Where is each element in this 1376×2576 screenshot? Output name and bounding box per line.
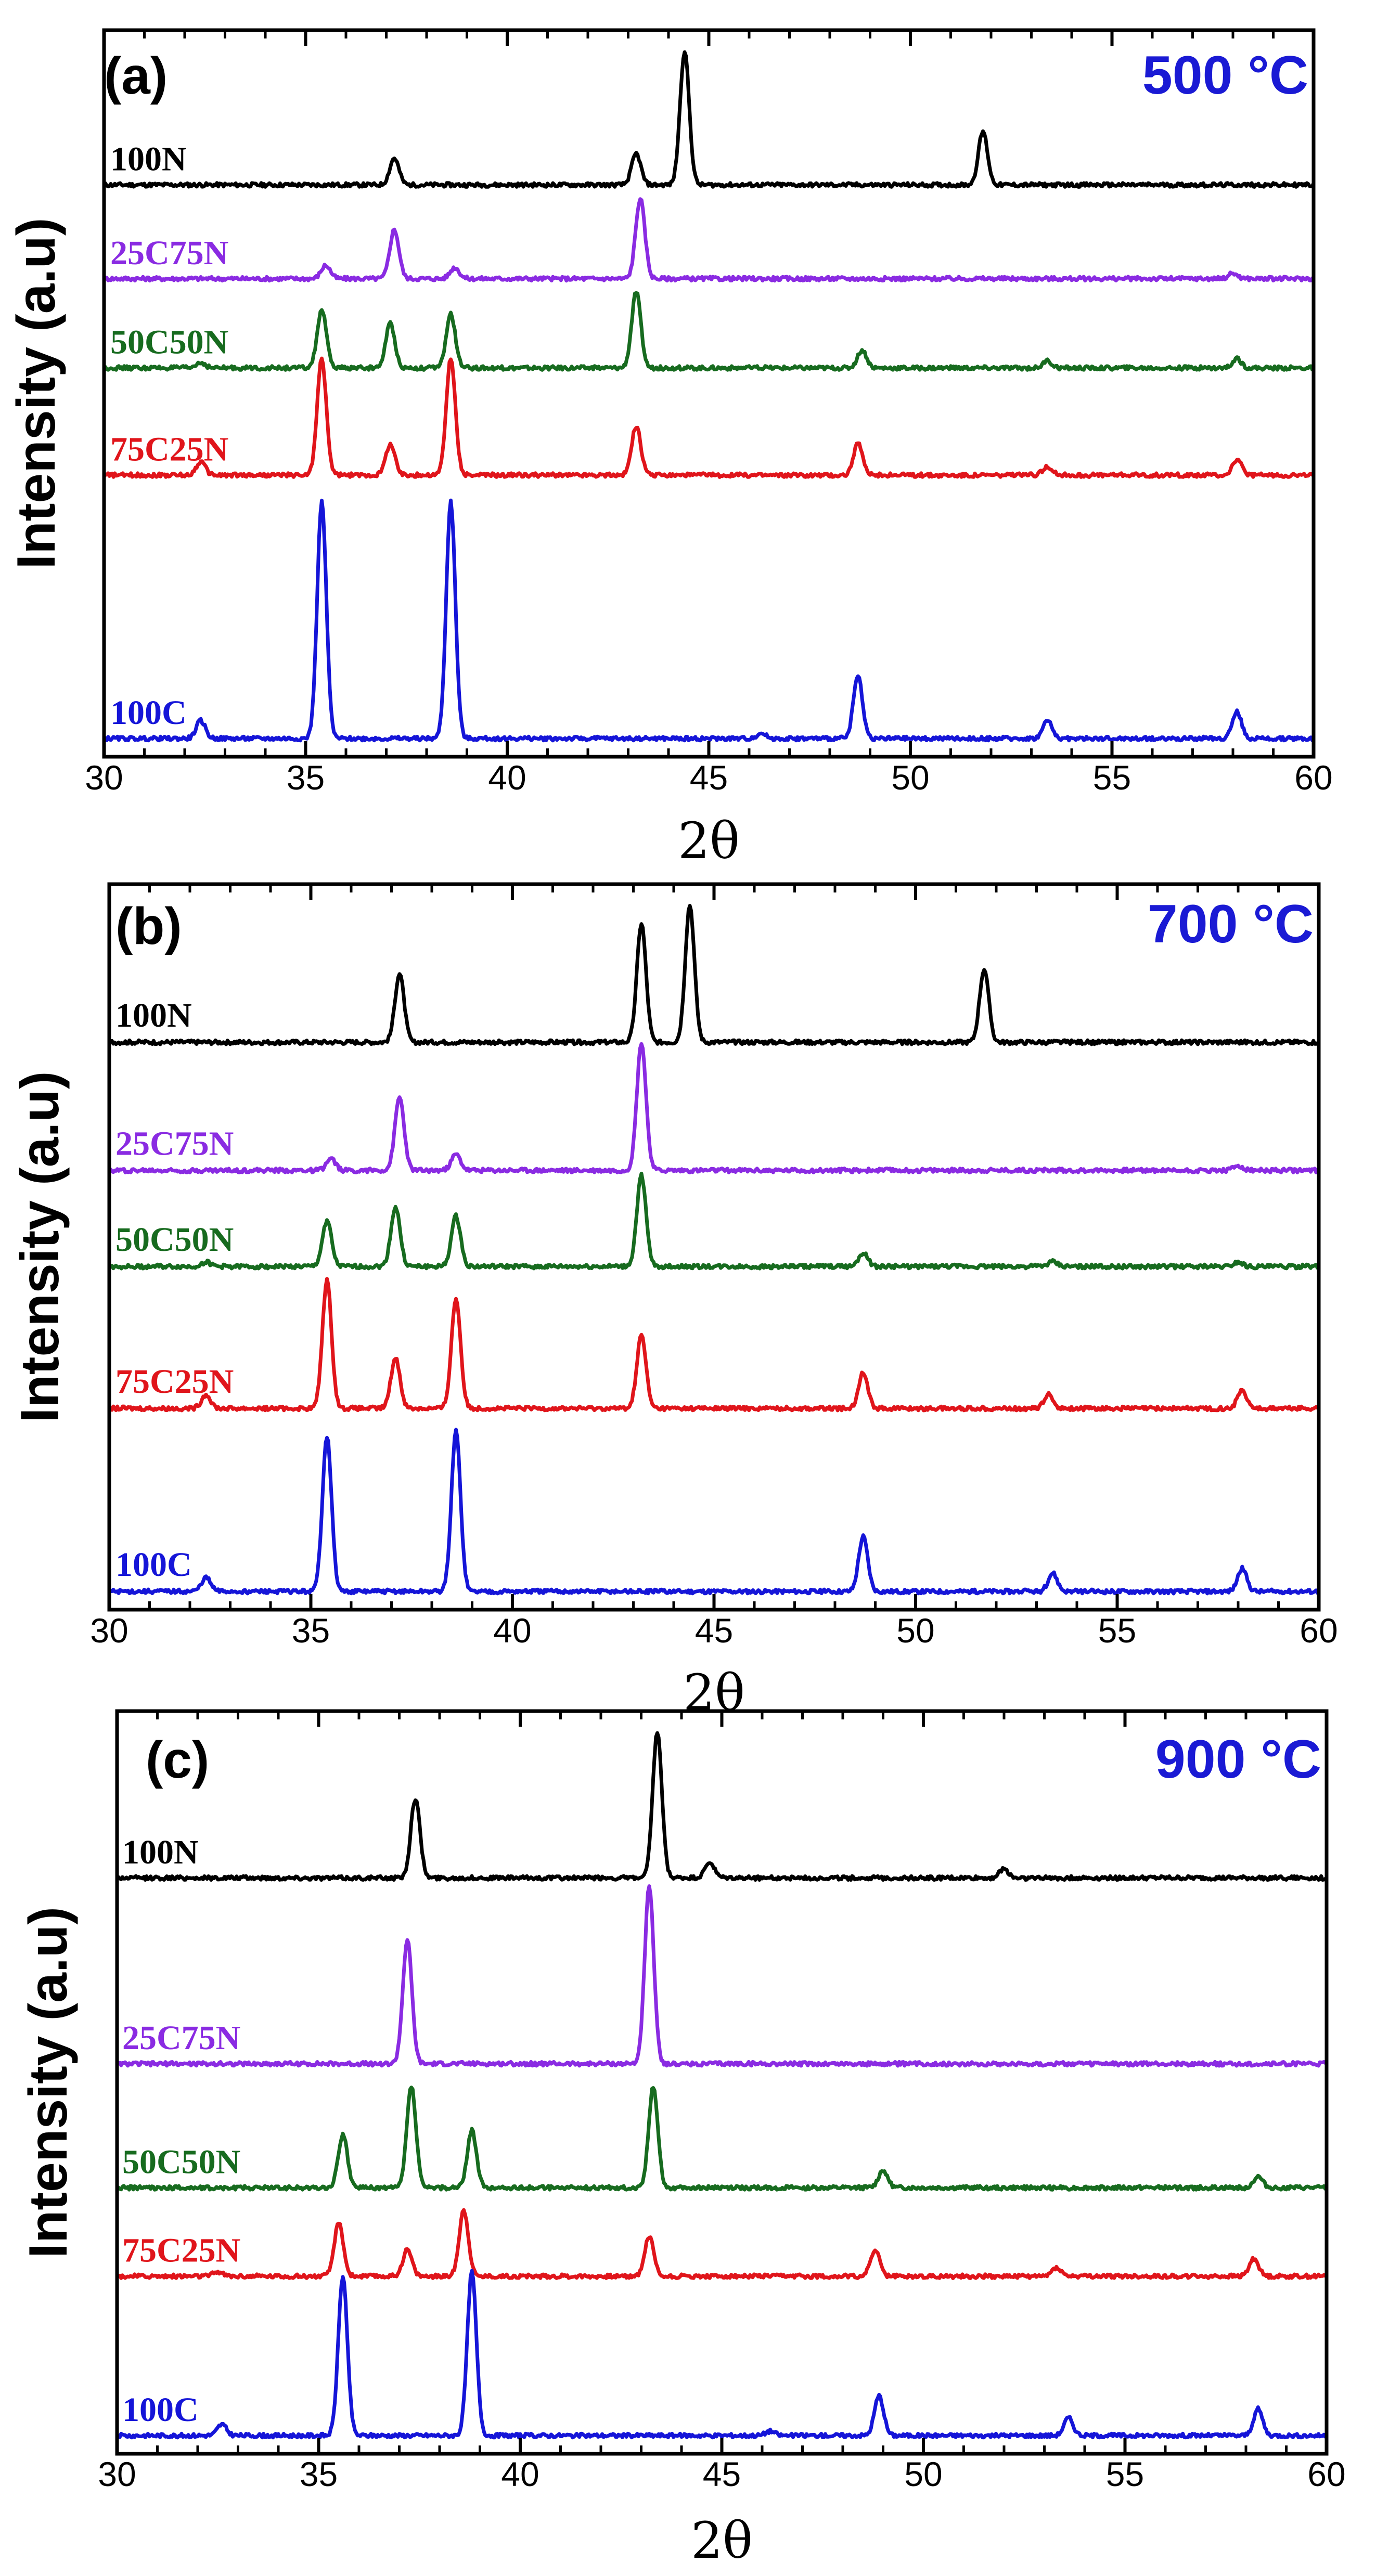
- series-label-100N: 100N: [110, 140, 187, 178]
- x-tick-label: 35: [287, 758, 325, 797]
- series-line-75C25N: [102, 356, 1315, 479]
- series-line-50C50N: [103, 291, 1315, 372]
- x-tick-label: 30: [90, 1611, 128, 1650]
- series-line-25C75N: [108, 1042, 1319, 1174]
- series-label-75C25N: 75C25N: [115, 1363, 234, 1401]
- series-line-100N: [108, 904, 1321, 1046]
- series-line-100C: [104, 498, 1315, 743]
- temperature-label: 900 °C: [1155, 1729, 1321, 1790]
- x-axis-title: 2θ: [691, 2512, 753, 2570]
- x-axis-title: 2θ: [678, 812, 740, 870]
- series-label-50C50N: 50C50N: [115, 1221, 234, 1259]
- x-tick-label: 55: [1093, 758, 1131, 797]
- series-label-50C50N: 50C50N: [122, 2143, 240, 2181]
- panel-letter: (a): [104, 47, 168, 105]
- series-line-50C50N: [116, 2086, 1327, 2192]
- panel-c: 100N 25C75N 50C50N 75C25N 100C 30 35 40 45 50 55 60…: [18, 1709, 1346, 2570]
- x-tick-label: 45: [690, 758, 728, 797]
- series-label-25C75N: 25C75N: [115, 1124, 234, 1162]
- series-label-75C25N: 75C25N: [122, 2232, 240, 2270]
- panel-a: 100N 25C75N 50C50N 75C25N 100C 30 35 40 45 50 55 60…: [6, 28, 1333, 870]
- x-tick-label: 30: [85, 758, 123, 797]
- x-tick-label: 35: [292, 1611, 330, 1650]
- series-label-100C: 100C: [122, 2391, 199, 2429]
- x-tick-label: 50: [891, 758, 929, 797]
- series-line-75C25N: [108, 1277, 1320, 1413]
- y-axis-title: Intensity (a.u): [10, 1071, 70, 1422]
- panel-letter: (c): [146, 1731, 209, 1789]
- y-axis-title: Intensity (a.u): [18, 1907, 79, 2258]
- series-line-100C: [116, 2269, 1328, 2440]
- series-label-100C: 100C: [115, 1546, 192, 1584]
- x-tick-label: 50: [896, 1611, 934, 1650]
- series-line-25C75N: [116, 1884, 1328, 2068]
- y-axis-title: Intensity (a.u): [6, 217, 67, 569]
- series-line-100N: [102, 50, 1316, 189]
- series-line-25C75N: [102, 197, 1315, 283]
- x-tick-label: 60: [1307, 2455, 1345, 2493]
- temperature-label: 700 °C: [1148, 894, 1314, 954]
- x-tick-label: 60: [1294, 758, 1332, 797]
- x-tick-label: 60: [1300, 1611, 1338, 1650]
- x-tick-label: 45: [695, 1611, 733, 1650]
- series-label-100C: 100C: [110, 694, 187, 732]
- x-tick-label: 30: [98, 2455, 136, 2493]
- x-tick-label: 55: [1106, 2455, 1144, 2493]
- x-tick-label: 40: [501, 2455, 539, 2493]
- panel-letter: (b): [115, 897, 182, 955]
- series-line-75C25N: [115, 2208, 1329, 2280]
- series-label-25C75N: 25C75N: [110, 234, 228, 272]
- series-label-100N: 100N: [122, 1833, 199, 1871]
- series-label-50C50N: 50C50N: [110, 323, 228, 361]
- x-tick-label: 55: [1098, 1611, 1136, 1650]
- temperature-label: 500 °C: [1142, 45, 1308, 106]
- x-axis-title: 2θ: [683, 1664, 745, 1722]
- x-tick-label: 35: [300, 2455, 338, 2493]
- series-line-50C50N: [108, 1171, 1320, 1271]
- series-label-25C75N: 25C75N: [122, 2019, 240, 2057]
- x-tick-label: 40: [493, 1611, 531, 1650]
- x-tick-label: 50: [904, 2455, 942, 2493]
- series-line-100C: [108, 1428, 1319, 1596]
- series-label-75C25N: 75C25N: [110, 431, 228, 469]
- series-line-100N: [115, 1731, 1328, 1882]
- x-tick-label: 40: [488, 758, 526, 797]
- x-tick-label: 45: [703, 2455, 741, 2493]
- series-label-100N: 100N: [115, 996, 192, 1034]
